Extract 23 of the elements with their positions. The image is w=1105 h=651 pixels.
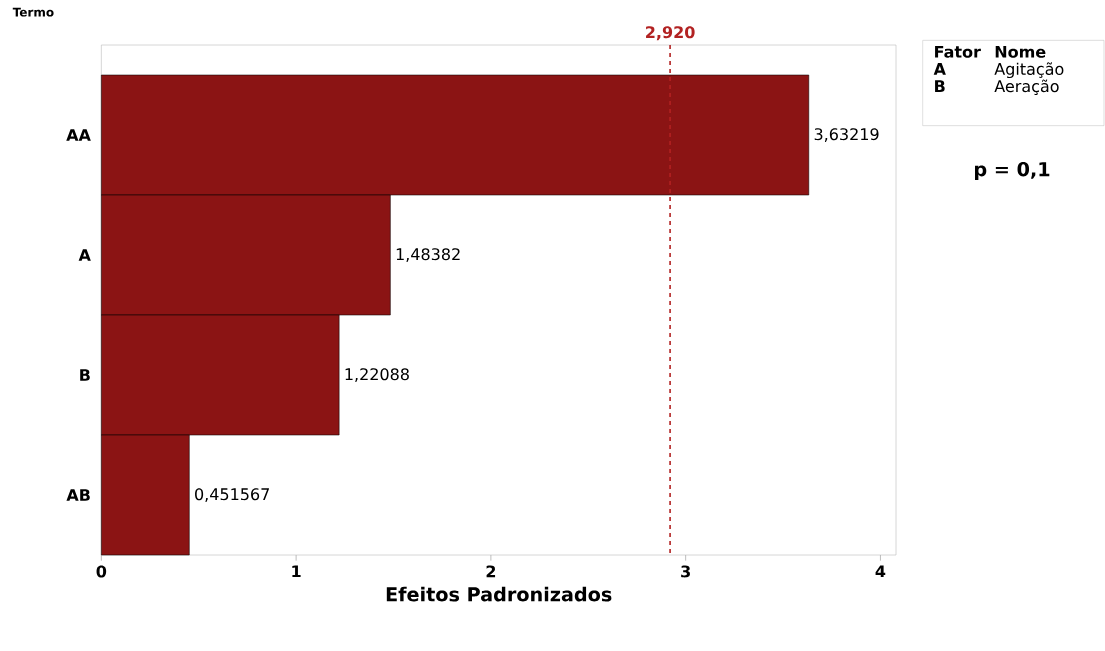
text: Fator — [935, 45, 981, 58]
text: Nome — [995, 45, 1046, 58]
x-tick-label: 0 — [96, 565, 107, 578]
data-label: 1,48382 — [396, 248, 460, 262]
y-tick-label: AB — [66, 489, 90, 501]
x-tick-label: 1 — [292, 565, 301, 578]
x-axis-title: Efeitos Padronizados — [386, 586, 612, 602]
data-label: 0,451567 — [195, 488, 269, 502]
text: A — [933, 63, 946, 75]
text: B — [935, 80, 945, 92]
text: Aeração — [994, 79, 1059, 96]
y-tick-label: A — [78, 249, 91, 261]
text: Agitação — [994, 62, 1064, 79]
y-tick-label: AA — [66, 129, 91, 141]
ref-line-label: 2,920 — [646, 26, 695, 41]
x-tick-label: 3 — [681, 565, 690, 578]
y-tick-label: B — [80, 369, 90, 381]
text: p = 0,1 — [975, 161, 1050, 181]
x-tick-label: 4 — [875, 565, 886, 578]
y-axis-title: Termo — [12, 7, 54, 17]
data-label: 3,63219 — [814, 128, 879, 142]
x-tick-label: 2 — [486, 565, 496, 578]
data-label: 1,22088 — [345, 368, 409, 382]
